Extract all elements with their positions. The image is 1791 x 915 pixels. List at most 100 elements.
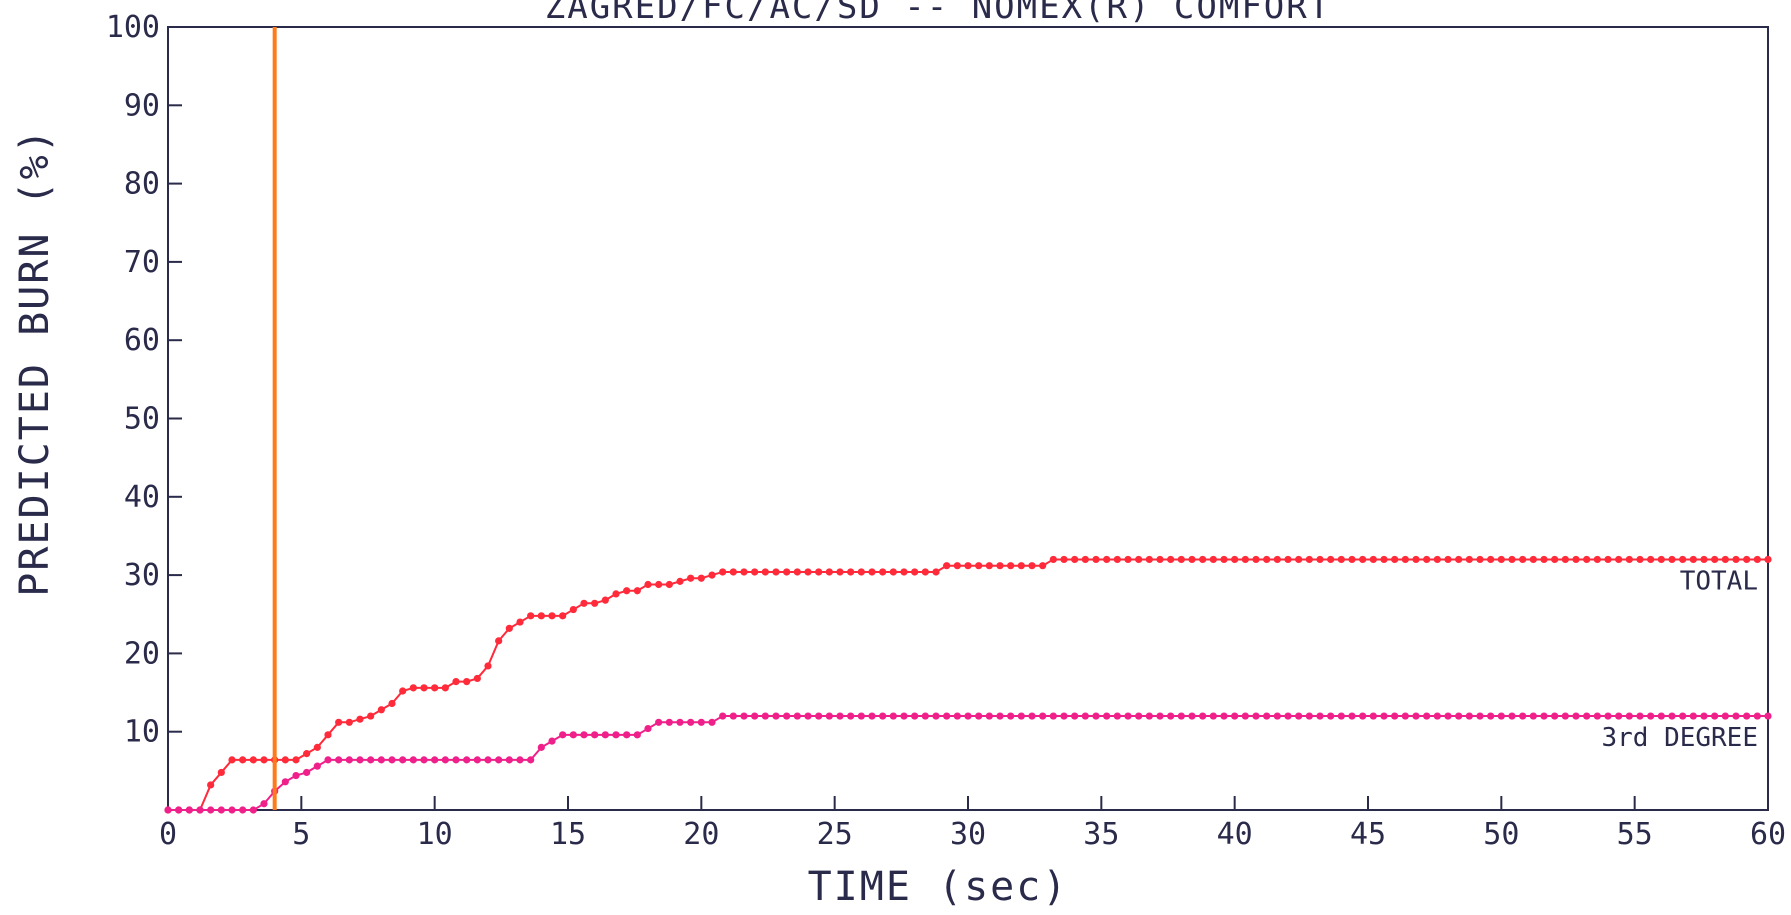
data-point xyxy=(633,731,641,739)
data-point xyxy=(1380,555,1388,564)
data-point xyxy=(1359,555,1367,564)
x-tick-label: 55 xyxy=(1617,817,1653,852)
data-point xyxy=(868,712,876,720)
data-point xyxy=(1177,712,1185,720)
data-point xyxy=(1583,555,1591,564)
data-point xyxy=(1284,712,1292,720)
data-point xyxy=(697,718,705,726)
series-label-0: TOTAL xyxy=(1680,566,1758,596)
data-point xyxy=(1060,712,1068,720)
data-point xyxy=(953,562,961,570)
data-point xyxy=(1263,712,1271,720)
data-point xyxy=(207,806,215,814)
data-point xyxy=(1732,712,1740,720)
data-point xyxy=(1049,712,1057,720)
data-point xyxy=(1625,555,1633,564)
data-point xyxy=(857,712,865,720)
data-point xyxy=(249,806,257,814)
data-point xyxy=(463,677,471,686)
data-point xyxy=(1711,555,1719,564)
data-point xyxy=(612,731,620,739)
data-point xyxy=(1444,555,1452,564)
data-point xyxy=(1049,555,1057,564)
data-point xyxy=(1295,712,1303,720)
data-point xyxy=(281,778,289,786)
data-point xyxy=(1348,555,1356,564)
x-tick-label: 35 xyxy=(1083,817,1119,852)
data-point xyxy=(783,712,791,720)
data-point xyxy=(1412,712,1420,720)
data-point xyxy=(783,568,791,576)
data-point xyxy=(1764,555,1772,564)
data-point xyxy=(985,562,993,570)
data-point xyxy=(1220,712,1228,720)
data-point xyxy=(793,712,801,720)
data-point xyxy=(665,718,673,726)
data-point xyxy=(441,756,449,764)
data-point xyxy=(719,568,727,576)
data-point xyxy=(1209,555,1217,564)
y-tick-label: 60 xyxy=(124,323,160,358)
data-point xyxy=(217,768,225,777)
data-point xyxy=(516,618,524,626)
data-point xyxy=(1348,712,1356,720)
data-point xyxy=(1028,712,1036,720)
data-point xyxy=(772,568,780,576)
data-point xyxy=(1391,712,1399,720)
data-point xyxy=(1007,712,1015,720)
data-point xyxy=(1103,712,1111,720)
chart-title: ZAGRED/FC/AC/SD -- NOMEX(R) COMFORT xyxy=(545,0,1331,27)
x-tick-label: 40 xyxy=(1217,817,1253,852)
data-point xyxy=(1593,712,1601,720)
data-point xyxy=(601,731,609,739)
data-point xyxy=(964,562,972,570)
data-point xyxy=(281,756,289,764)
data-point xyxy=(207,781,215,789)
data-point xyxy=(1604,712,1612,720)
data-point xyxy=(505,624,513,632)
data-point xyxy=(1071,712,1079,720)
data-point xyxy=(591,731,599,739)
data-point xyxy=(1679,555,1687,564)
data-point xyxy=(1508,712,1516,720)
data-point xyxy=(1092,712,1100,720)
data-point xyxy=(1081,712,1089,720)
data-point xyxy=(1145,712,1153,720)
data-point xyxy=(1177,555,1185,564)
data-point xyxy=(932,568,940,576)
y-tick-label: 30 xyxy=(124,558,160,593)
data-point xyxy=(1017,562,1025,570)
data-point xyxy=(1369,712,1377,720)
x-tick-label: 15 xyxy=(550,817,586,852)
data-point xyxy=(1689,712,1697,720)
data-point xyxy=(1359,712,1367,720)
data-point xyxy=(1423,712,1431,720)
data-point xyxy=(751,712,759,720)
data-point xyxy=(356,756,364,764)
data-point xyxy=(495,756,503,764)
data-point xyxy=(1700,555,1708,564)
data-point xyxy=(1615,555,1623,564)
data-point xyxy=(676,577,684,585)
data-point xyxy=(729,712,737,720)
y-tick-label: 90 xyxy=(124,88,160,123)
data-point xyxy=(1497,712,1505,720)
data-point xyxy=(1252,555,1260,564)
data-point xyxy=(1252,712,1260,720)
data-point xyxy=(1156,712,1164,720)
data-point xyxy=(1668,712,1676,720)
data-point xyxy=(1743,712,1751,720)
data-point xyxy=(804,568,812,576)
data-point xyxy=(1188,712,1196,720)
data-point xyxy=(1241,555,1249,564)
data-point xyxy=(687,574,695,582)
data-point xyxy=(537,743,545,751)
data-point xyxy=(1700,712,1708,720)
data-point xyxy=(815,712,823,720)
data-point xyxy=(1305,712,1313,720)
data-point xyxy=(292,756,300,764)
data-point xyxy=(1668,555,1676,564)
data-point xyxy=(1263,555,1271,564)
data-point xyxy=(1636,712,1644,720)
